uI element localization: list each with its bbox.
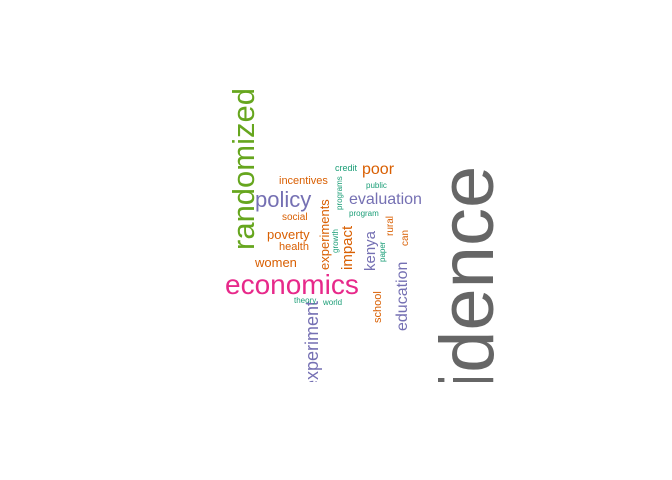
word-kenya: kenya xyxy=(362,230,379,271)
word-public: public xyxy=(366,181,387,190)
word-social: social xyxy=(282,212,308,223)
word-experiments: experiments xyxy=(317,199,332,270)
word-impact: impact xyxy=(339,225,356,270)
word-randomized: randomized xyxy=(226,88,261,250)
word-experiment: experiment xyxy=(302,300,322,382)
word-poverty: poverty xyxy=(267,227,310,242)
word-credit: credit xyxy=(335,163,358,173)
word-rural: rural xyxy=(385,215,396,236)
word-world: world xyxy=(323,298,343,307)
word-programs: programs xyxy=(335,176,344,210)
word-cloud-area: evidence economics randomized experiment… xyxy=(225,88,510,382)
word-can: can xyxy=(400,229,411,246)
word-incentives: incentives xyxy=(279,175,328,187)
word-evidence: evidence xyxy=(425,165,510,382)
word-growth: growth xyxy=(331,228,340,253)
word-poor: poor xyxy=(362,161,395,178)
word-program: program xyxy=(349,209,379,218)
word-policy: policy xyxy=(255,187,312,212)
word-evaluation: evaluation xyxy=(349,191,422,208)
word-theory: theory xyxy=(294,296,317,305)
word-health: health xyxy=(279,241,309,253)
word-women: women xyxy=(255,255,297,270)
word-economics: economics xyxy=(225,269,359,300)
word-school: school xyxy=(372,291,384,323)
word-paper: paper xyxy=(378,241,387,262)
word-education: education xyxy=(394,261,411,331)
